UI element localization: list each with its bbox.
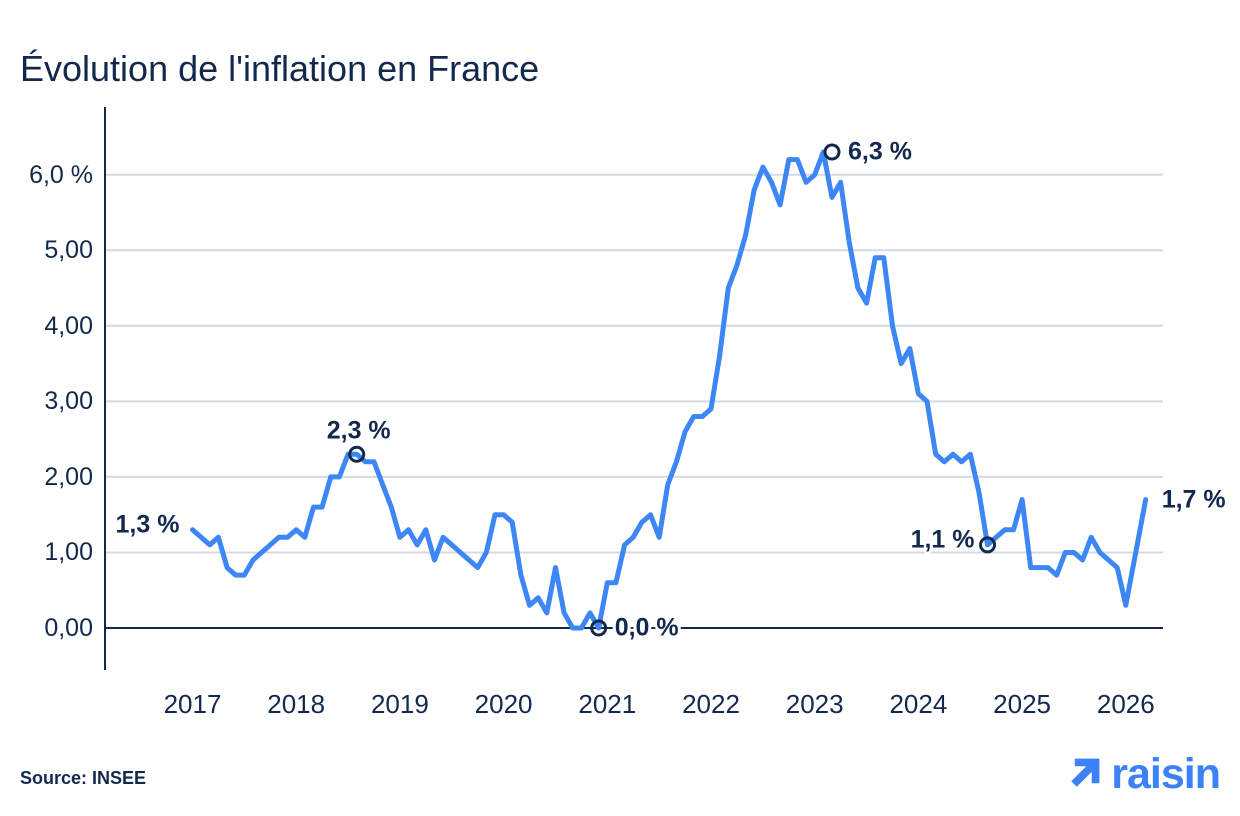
point-marker: [590, 619, 608, 637]
x-axis-tick-label: 2026: [1096, 689, 1155, 719]
raisin-logo-arrow-icon: [1071, 758, 1100, 787]
data-label: 0,0 %: [614, 613, 679, 642]
raisin-logo: raisin: [1064, 750, 1221, 798]
y-axis-tick-label: 4,00: [44, 311, 93, 340]
y-axis-tick-label: 2,00: [44, 462, 93, 491]
x-axis-tick-label: 2024: [889, 689, 948, 719]
x-axis-tick-label: 2021: [578, 689, 637, 719]
raisin-logo-text: raisin: [1111, 750, 1221, 798]
y-axis-tick-label: 1,00: [44, 538, 93, 567]
x-axis-tick-label: 2025: [993, 689, 1052, 719]
data-label: 1,3 %: [115, 510, 180, 539]
point-marker: [823, 143, 841, 161]
y-axis-tick-label: 0,00: [44, 614, 93, 642]
inflation-line-series: [190, 149, 1149, 631]
x-axis-tick-label: 2019: [370, 689, 429, 719]
y-axis-tick-label: 3,00: [44, 387, 93, 416]
source-label: Source: INSEE: [20, 768, 147, 788]
x-axis-tick-label: 2017: [163, 689, 222, 719]
data-label: 6,3 %: [848, 137, 912, 166]
x-axis-tick-label: 2020: [474, 689, 533, 719]
x-axis-tick-label: 2022: [682, 689, 740, 719]
point-marker: [979, 536, 997, 554]
page-title: Évolution de l'inflation en France: [20, 48, 540, 90]
y-axis-tick-label: 5,00: [44, 236, 93, 265]
data-label: 1,1 %: [910, 525, 975, 554]
x-axis-tick-label: 2018: [267, 689, 326, 719]
y-axis-tick-label: 6,0 %: [29, 160, 93, 189]
data-label: 2,3 %: [326, 416, 391, 445]
point-marker: [348, 445, 366, 463]
x-axis-tick-label: 2023: [785, 689, 844, 719]
data-label: 1,7 %: [1161, 485, 1226, 514]
